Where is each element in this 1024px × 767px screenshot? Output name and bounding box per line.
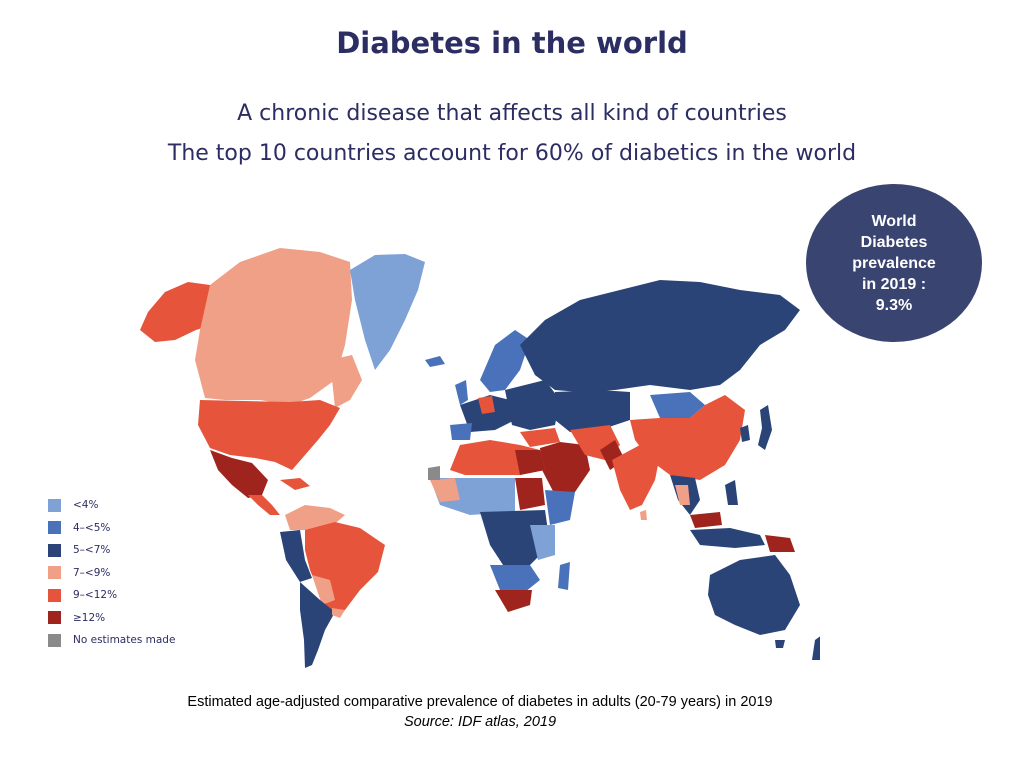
legend-swatch xyxy=(48,588,61,602)
region-iberia xyxy=(450,423,472,440)
region-japan xyxy=(758,405,772,450)
region-central-america xyxy=(248,495,280,515)
region-scandinavia xyxy=(480,330,530,392)
region-horn-of-africa xyxy=(545,490,575,525)
legend-swatch xyxy=(48,498,61,512)
region-central-asia xyxy=(555,390,630,432)
region-west-africa xyxy=(430,478,460,502)
region-turkey xyxy=(520,428,560,447)
region-central-africa xyxy=(480,510,550,568)
region-greenland xyxy=(350,254,425,370)
legend-item: No estimates made xyxy=(48,629,175,652)
world-prevalence-badge: World Diabetes prevalence in 2019 : 9.3% xyxy=(806,184,982,342)
region-papua-new-guinea xyxy=(765,535,795,552)
legend-item: 4–<5% xyxy=(48,517,175,540)
legend-label: 5–<7% xyxy=(73,544,111,557)
badge-line-4: in 2019 : xyxy=(861,275,927,293)
legend-label: ≥12% xyxy=(73,611,106,624)
world-prevalence-map xyxy=(140,248,820,668)
region-western-europe xyxy=(460,395,515,432)
region-tasmania xyxy=(775,640,785,648)
region-mongolia xyxy=(650,392,705,418)
region-madagascar xyxy=(558,562,570,590)
legend-item: <4% xyxy=(48,494,175,517)
legend-swatch xyxy=(48,633,61,647)
region-peru-ecuador xyxy=(280,530,312,582)
region-egypt xyxy=(515,450,545,475)
region-malaysia xyxy=(690,512,722,528)
legend-item: 5–<7% xyxy=(48,539,175,562)
region-middle-east xyxy=(540,442,590,495)
region-australia xyxy=(708,555,800,635)
map-caption: Estimated age-adjusted comparative preva… xyxy=(187,694,773,710)
legend-swatch xyxy=(48,543,61,557)
badge-line-1: World xyxy=(871,212,917,230)
region-iceland xyxy=(425,356,445,367)
badge-line-2: Diabetes xyxy=(860,233,928,251)
subtitle-line-2: The top 10 countries account for 60% of … xyxy=(167,141,857,166)
region-mexico xyxy=(210,450,268,498)
source-citation: Source: IDF atlas, 2019 xyxy=(403,714,557,730)
region-canada xyxy=(195,248,352,405)
region-east-africa xyxy=(530,525,555,560)
region-canada-east xyxy=(330,355,362,408)
region-korea xyxy=(740,425,750,442)
region-argentina-chile xyxy=(300,582,335,668)
legend-label: No estimates made xyxy=(73,634,176,647)
legend-item: 7–<9% xyxy=(48,562,175,585)
region-south-africa xyxy=(495,590,532,612)
region-caribbean xyxy=(280,478,310,490)
region-sudan xyxy=(515,478,545,510)
slide-title: Diabetes in the world xyxy=(336,26,688,60)
region-indonesia xyxy=(690,528,765,548)
map-legend: <4% 4–<5% 5–<7% 7–<9% 9–<12% ≥12% No estimates… xyxy=(48,494,175,652)
legend-label: 9–<12% xyxy=(73,589,118,602)
badge-line-3: prevalence xyxy=(852,254,936,272)
legend-label: <4% xyxy=(73,499,99,512)
region-uk xyxy=(455,380,468,405)
region-sri-lanka xyxy=(640,510,647,520)
region-india xyxy=(612,445,660,510)
region-usa xyxy=(198,400,340,470)
legend-label: 4–<5% xyxy=(73,521,111,534)
region-uruguay xyxy=(332,608,345,618)
region-alaska xyxy=(140,282,212,342)
region-eastern-europe xyxy=(505,380,560,430)
legend-item: ≥12% xyxy=(48,607,175,630)
legend-swatch xyxy=(48,521,61,535)
region-western-sahara xyxy=(428,466,440,480)
region-southern-africa xyxy=(490,565,540,592)
legend-swatch xyxy=(48,566,61,580)
region-philippines xyxy=(725,480,738,505)
legend-item: 9–<12% xyxy=(48,584,175,607)
region-bolivia-paraguay xyxy=(312,575,335,605)
region-germany xyxy=(478,396,495,414)
region-china xyxy=(630,395,745,480)
subtitle-line-1: A chronic disease that affects all kind … xyxy=(237,101,787,126)
region-russia xyxy=(520,280,800,392)
region-thailand xyxy=(675,485,690,505)
badge-value: 9.3% xyxy=(875,296,913,314)
region-new-zealand xyxy=(812,636,820,660)
legend-swatch xyxy=(48,611,61,625)
legend-label: 7–<9% xyxy=(73,566,111,579)
